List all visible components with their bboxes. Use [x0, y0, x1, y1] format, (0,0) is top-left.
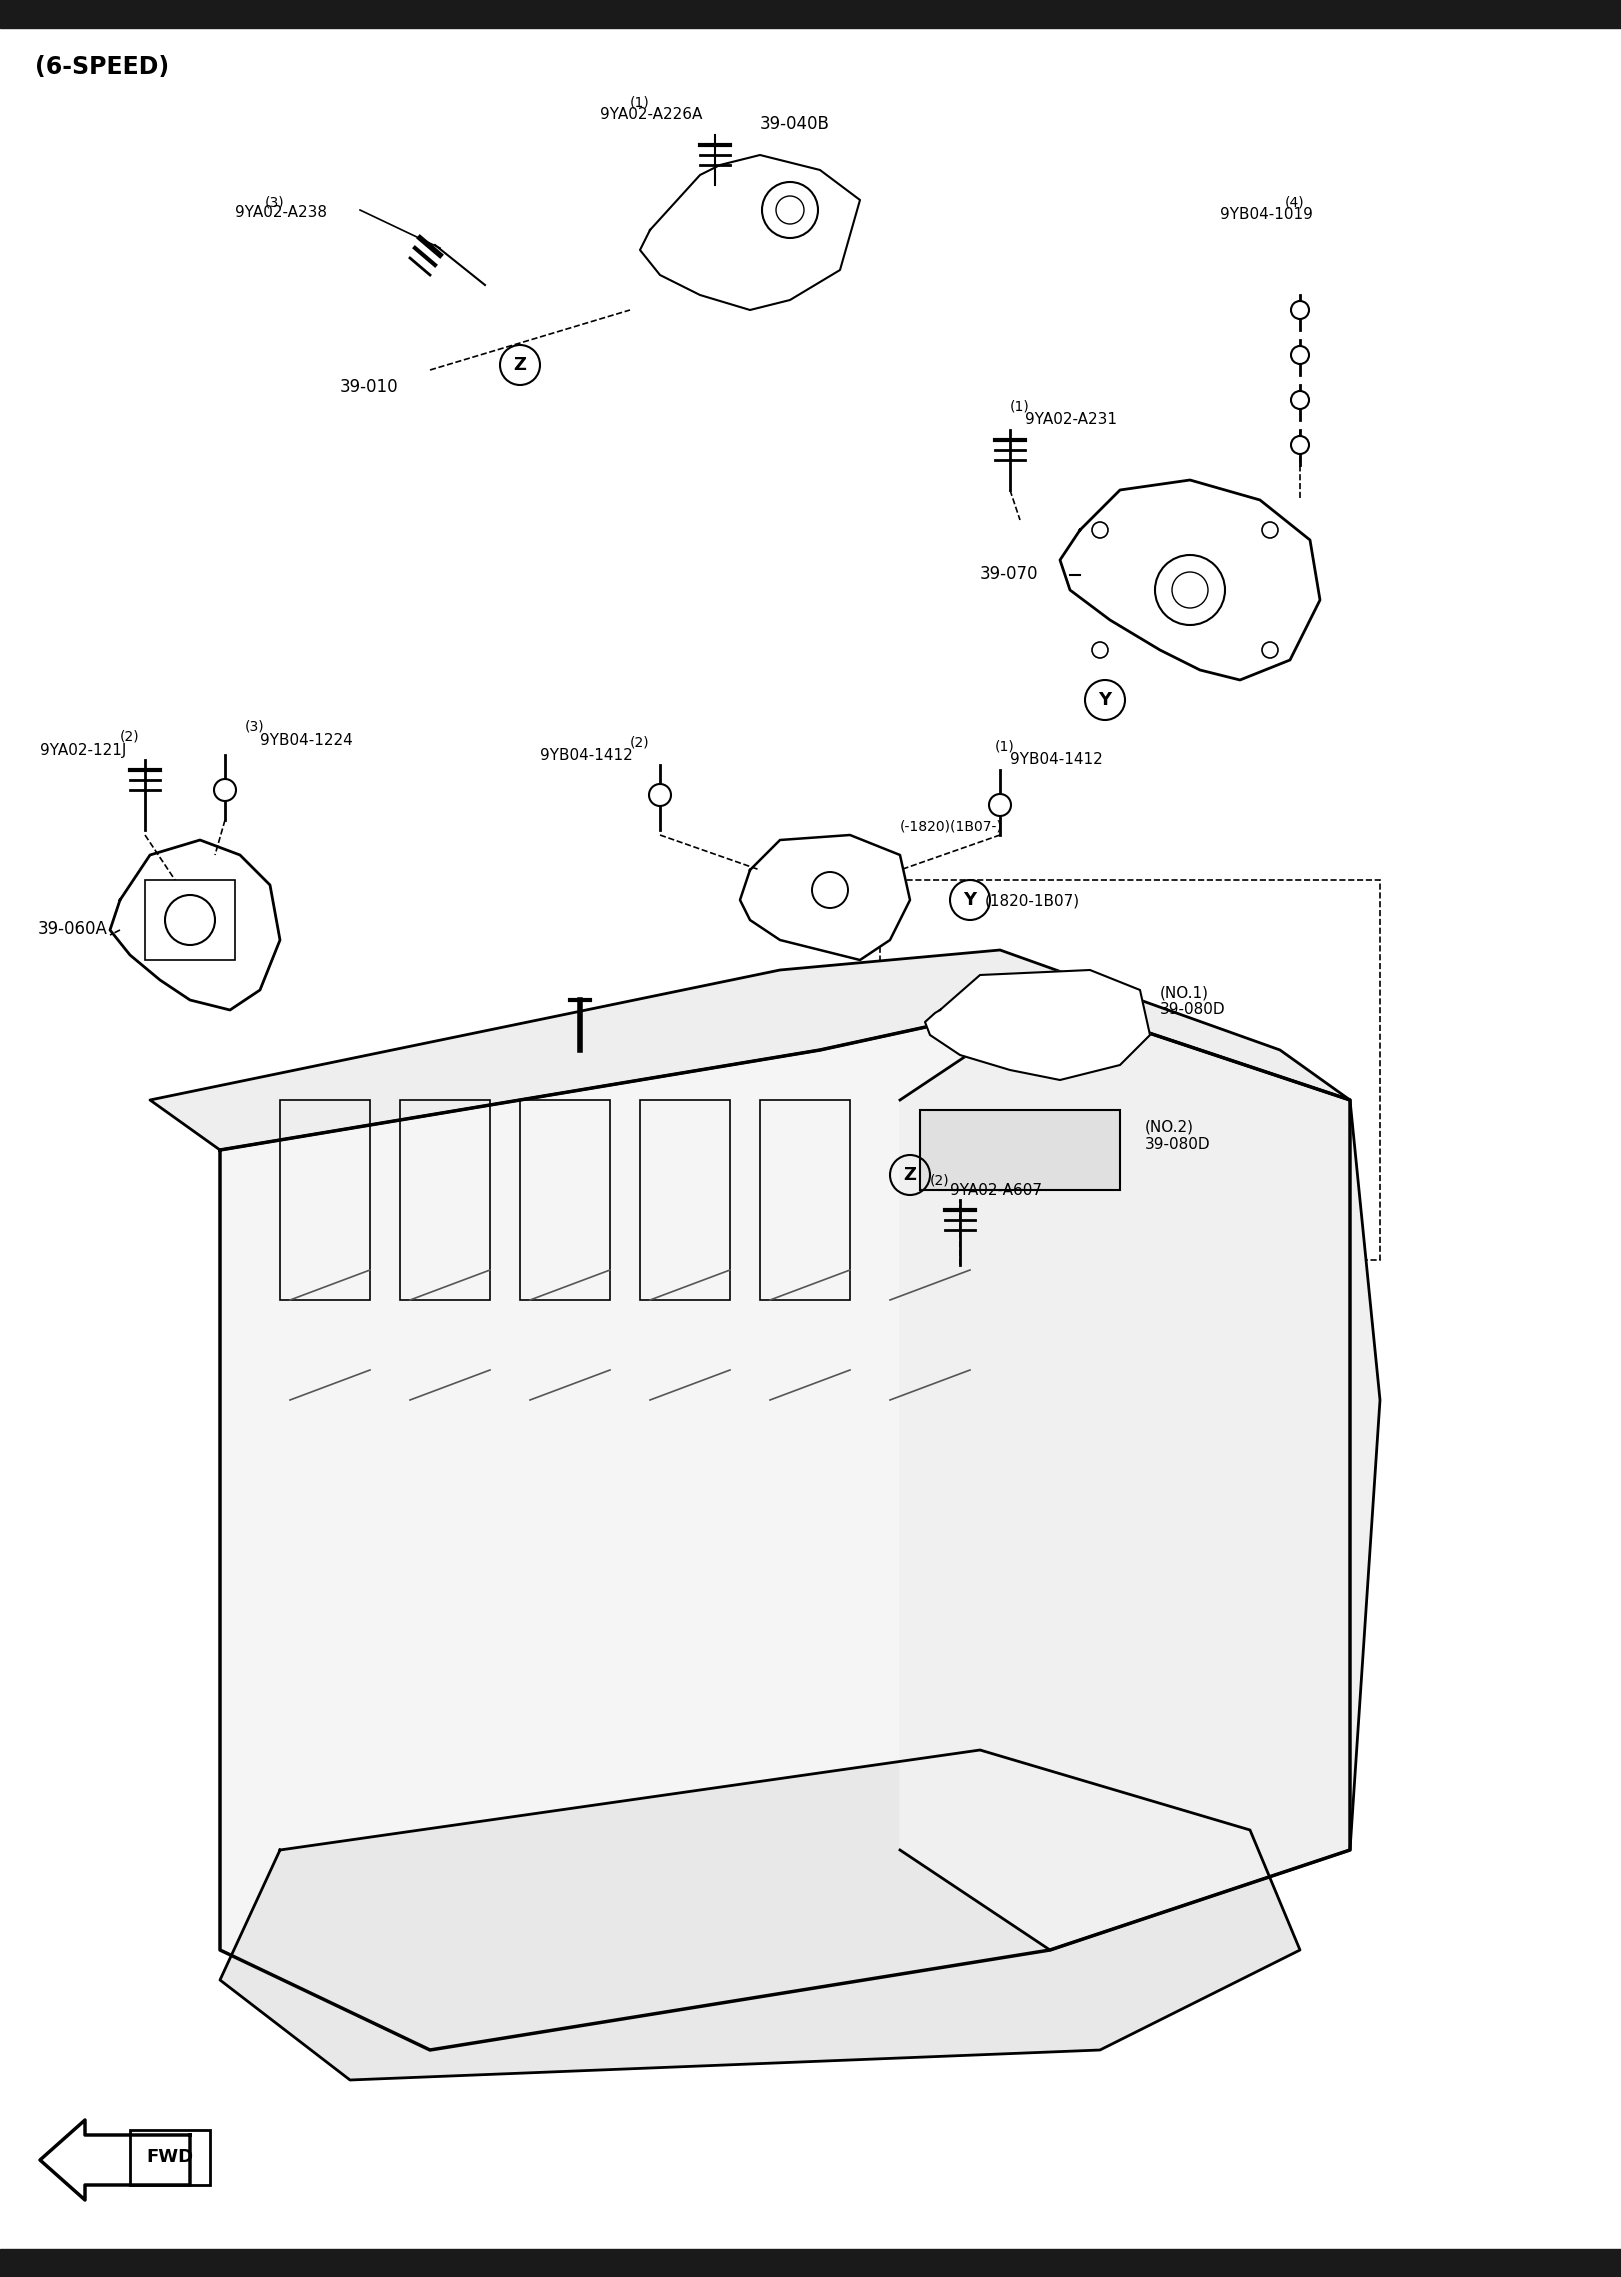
Circle shape	[989, 795, 1012, 815]
Text: (NO.2)
39-080D: (NO.2) 39-080D	[1144, 1120, 1211, 1152]
Bar	[280, 1100, 370, 1300]
Text: (3): (3)	[245, 720, 264, 733]
Text: (2): (2)	[631, 735, 650, 749]
Text: (4): (4)	[1285, 196, 1305, 209]
Text: 39-070: 39-070	[981, 565, 1039, 583]
Text: (2): (2)	[120, 731, 139, 745]
Text: (1820-1B07): (1820-1B07)	[986, 893, 1080, 909]
Polygon shape	[110, 840, 280, 1011]
Text: 39-040B: 39-040B	[760, 116, 830, 132]
Polygon shape	[1060, 480, 1319, 681]
Text: 9YA02-121J: 9YA02-121J	[41, 742, 126, 758]
Text: 9YB04-1412: 9YB04-1412	[540, 749, 632, 763]
Text: 9YB04-1412: 9YB04-1412	[1010, 751, 1102, 767]
Text: (1): (1)	[995, 740, 1015, 754]
Text: 9YB04-1224: 9YB04-1224	[259, 733, 353, 749]
Bar	[144, 879, 235, 961]
Text: (3): (3)	[266, 196, 285, 209]
Text: (2): (2)	[930, 1173, 950, 1186]
Polygon shape	[741, 836, 909, 961]
Circle shape	[1290, 346, 1310, 364]
Circle shape	[1290, 301, 1310, 319]
Polygon shape	[151, 950, 1350, 1150]
Circle shape	[214, 779, 237, 802]
Polygon shape	[41, 2120, 190, 2200]
Text: 9YA02-A238: 9YA02-A238	[235, 205, 327, 221]
Bar	[400, 1100, 490, 1300]
Bar	[130, 2129, 211, 2186]
Text: (-1820)(1B07-): (-1820)(1B07-)	[900, 820, 1003, 833]
Text: Z: Z	[514, 355, 527, 373]
Polygon shape	[926, 970, 1149, 1079]
Text: Y: Y	[963, 890, 976, 909]
Text: Z: Z	[903, 1166, 916, 1184]
Text: 9YB04-1019: 9YB04-1019	[1221, 207, 1313, 221]
Text: 39-060A: 39-060A	[37, 920, 109, 938]
Text: (6-SPEED): (6-SPEED)	[36, 55, 169, 80]
Text: (1): (1)	[1010, 401, 1029, 414]
Bar	[0, 0, 1621, 27]
Polygon shape	[220, 1751, 1300, 2079]
Bar	[640, 1100, 729, 1300]
Text: (NO.1)
39-080D: (NO.1) 39-080D	[1161, 986, 1225, 1018]
Polygon shape	[640, 155, 861, 310]
Text: Y: Y	[1099, 690, 1112, 708]
Bar	[880, 879, 1379, 1259]
Polygon shape	[220, 1000, 1350, 2049]
Polygon shape	[900, 1000, 1379, 1949]
Circle shape	[1290, 435, 1310, 453]
Text: 9YA02-A226A: 9YA02-A226A	[600, 107, 702, 123]
Circle shape	[648, 783, 671, 806]
Bar	[921, 1109, 1120, 1191]
Text: 9YA02-A607: 9YA02-A607	[950, 1184, 1042, 1198]
Bar	[0, 2250, 1621, 2277]
Bar	[520, 1100, 609, 1300]
Circle shape	[1290, 392, 1310, 410]
Bar	[760, 1100, 849, 1300]
Text: 9YA02-A231: 9YA02-A231	[1024, 412, 1117, 428]
Text: (1): (1)	[631, 96, 650, 109]
Text: 39-010: 39-010	[340, 378, 399, 396]
Text: FWD: FWD	[146, 2147, 193, 2165]
